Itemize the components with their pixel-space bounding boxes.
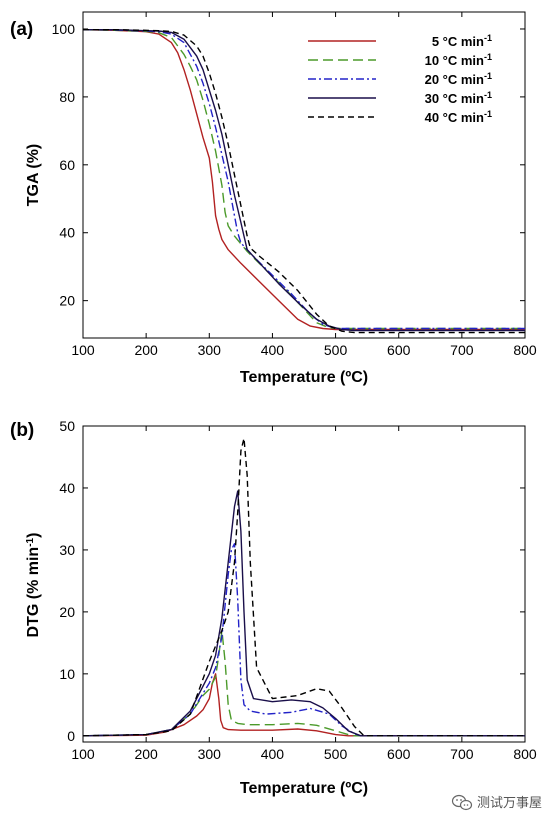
y-tick-label: 40 (59, 225, 75, 241)
y-tick-label: 40 (59, 480, 75, 496)
y-tick-label: 10 (59, 666, 75, 682)
x-tick-label: 500 (324, 342, 348, 358)
dtg-panel: (b) Temperature (ºC) DTG (% min-1) 100 20… (10, 418, 537, 797)
dtg-axis-ticks: 100 200 300 400 500 600 700 800 0 10 20 30 40 50 (59, 418, 536, 762)
legend-label-4: 40 °C min-1 (425, 109, 492, 125)
y-tick-label: 50 (59, 418, 75, 434)
x-tick-label: 300 (198, 342, 222, 358)
y-tick-label: 60 (59, 157, 75, 173)
x-tick-label: 600 (387, 342, 411, 358)
dtg-y-axis-title-exponent: -1 (25, 537, 36, 546)
tga-plot-frame (82, 11, 526, 339)
dtg-series-line-0 (82, 673, 525, 737)
x-tick-label: 600 (387, 746, 411, 762)
tga-legend: 5 °C min-1 10 °C min-1 20 °C min-1 30 °C mi… (308, 33, 492, 125)
tga-y-axis-title: TGA (%) (25, 144, 42, 207)
legend-label-0: 5 °C min-1 (432, 33, 492, 49)
x-tick-label: 800 (513, 746, 537, 762)
dtg-x-axis-title: Temperature (ºC) (240, 780, 368, 797)
tga-axis-ticks: 100 200 300 400 500 600 700 800 20 40 60 80 100 (52, 12, 537, 358)
x-tick-label: 500 (324, 746, 348, 762)
y-tick-label: 30 (59, 542, 75, 558)
watermark-text: 测试万事屋 (477, 795, 542, 810)
dtg-plot-frame (82, 425, 526, 743)
legend-label-2: 20 °C min-1 (425, 71, 492, 87)
x-tick-label: 100 (71, 342, 95, 358)
dtg-y-axis-title-suffix: ) (25, 533, 42, 538)
dtg-series-line-4 (82, 437, 525, 737)
dtg-y-axis-title: DTG (% min-1) (25, 533, 43, 638)
y-tick-label: 20 (59, 293, 75, 309)
wechat-icon (451, 794, 473, 811)
y-tick-label: 20 (59, 604, 75, 620)
x-tick-label: 400 (261, 342, 285, 358)
x-tick-label: 100 (71, 746, 95, 762)
legend-label-3: 30 °C min-1 (425, 90, 492, 106)
dtg-series-group (82, 437, 525, 737)
tga-series-line-4 (83, 29, 525, 334)
tga-series-line-3 (83, 29, 525, 332)
x-tick-label: 700 (450, 746, 474, 762)
legend-label-1: 10 °C min-1 (425, 52, 492, 68)
y-tick-label: 100 (52, 21, 76, 37)
x-tick-label: 200 (134, 342, 158, 358)
x-tick-label: 800 (513, 342, 537, 358)
x-tick-label: 300 (198, 746, 222, 762)
x-tick-label: 200 (134, 746, 158, 762)
dtg-y-axis-title-main: DTG (% min (25, 547, 42, 638)
dtg-series-line-3 (82, 490, 525, 737)
watermark: 测试万事屋 (451, 794, 542, 811)
y-tick-label: 80 (59, 89, 75, 105)
tga-series-line-0 (82, 29, 525, 331)
y-tick-label: 0 (67, 728, 75, 744)
tga-x-axis-title: Temperature (ºC) (240, 369, 368, 386)
tga-series-group (82, 29, 525, 334)
panel-b-label: (b) (10, 420, 34, 441)
panel-a-label: (a) (10, 19, 33, 40)
x-tick-label: 700 (450, 342, 474, 358)
x-tick-label: 400 (261, 746, 285, 762)
tga-panel: (a) Temperature (ºC) TGA (%) 100 200 300 40… (10, 11, 537, 386)
